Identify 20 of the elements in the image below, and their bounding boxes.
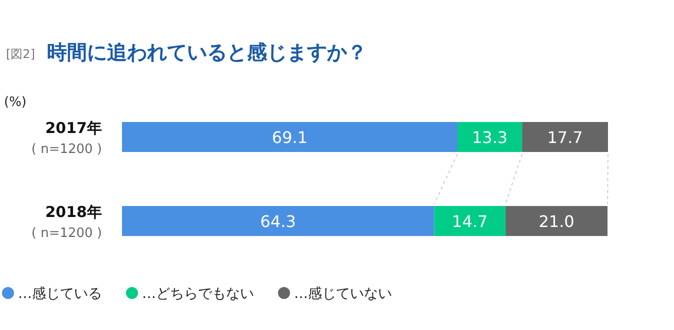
y-tick-label: 2018年 ( n=1200 )	[31, 203, 102, 241]
data-label: 64.3	[260, 212, 296, 231]
data-label: 17.7	[547, 128, 583, 147]
text: [図2]	[6, 47, 35, 61]
legend-label: …感じていない	[294, 286, 392, 302]
legend-label: …感じている	[18, 286, 102, 302]
data-label: 13.3	[472, 128, 508, 147]
bar	[122, 206, 434, 236]
legend-label: …どちらでもない	[142, 286, 254, 302]
data-label: 21.0	[538, 212, 574, 231]
bar	[457, 122, 522, 152]
data-label: 69.1	[272, 128, 308, 147]
chart-title: 時間に追われていると感じますか？	[47, 40, 367, 64]
bar	[434, 206, 506, 236]
bar	[506, 206, 608, 236]
data-label: 14.7	[452, 212, 488, 231]
y-axis-title: (%)	[4, 95, 26, 110]
y-tick-label: 2017年 ( n=1200 )	[31, 119, 102, 157]
bar	[522, 122, 608, 152]
bar	[122, 122, 458, 152]
